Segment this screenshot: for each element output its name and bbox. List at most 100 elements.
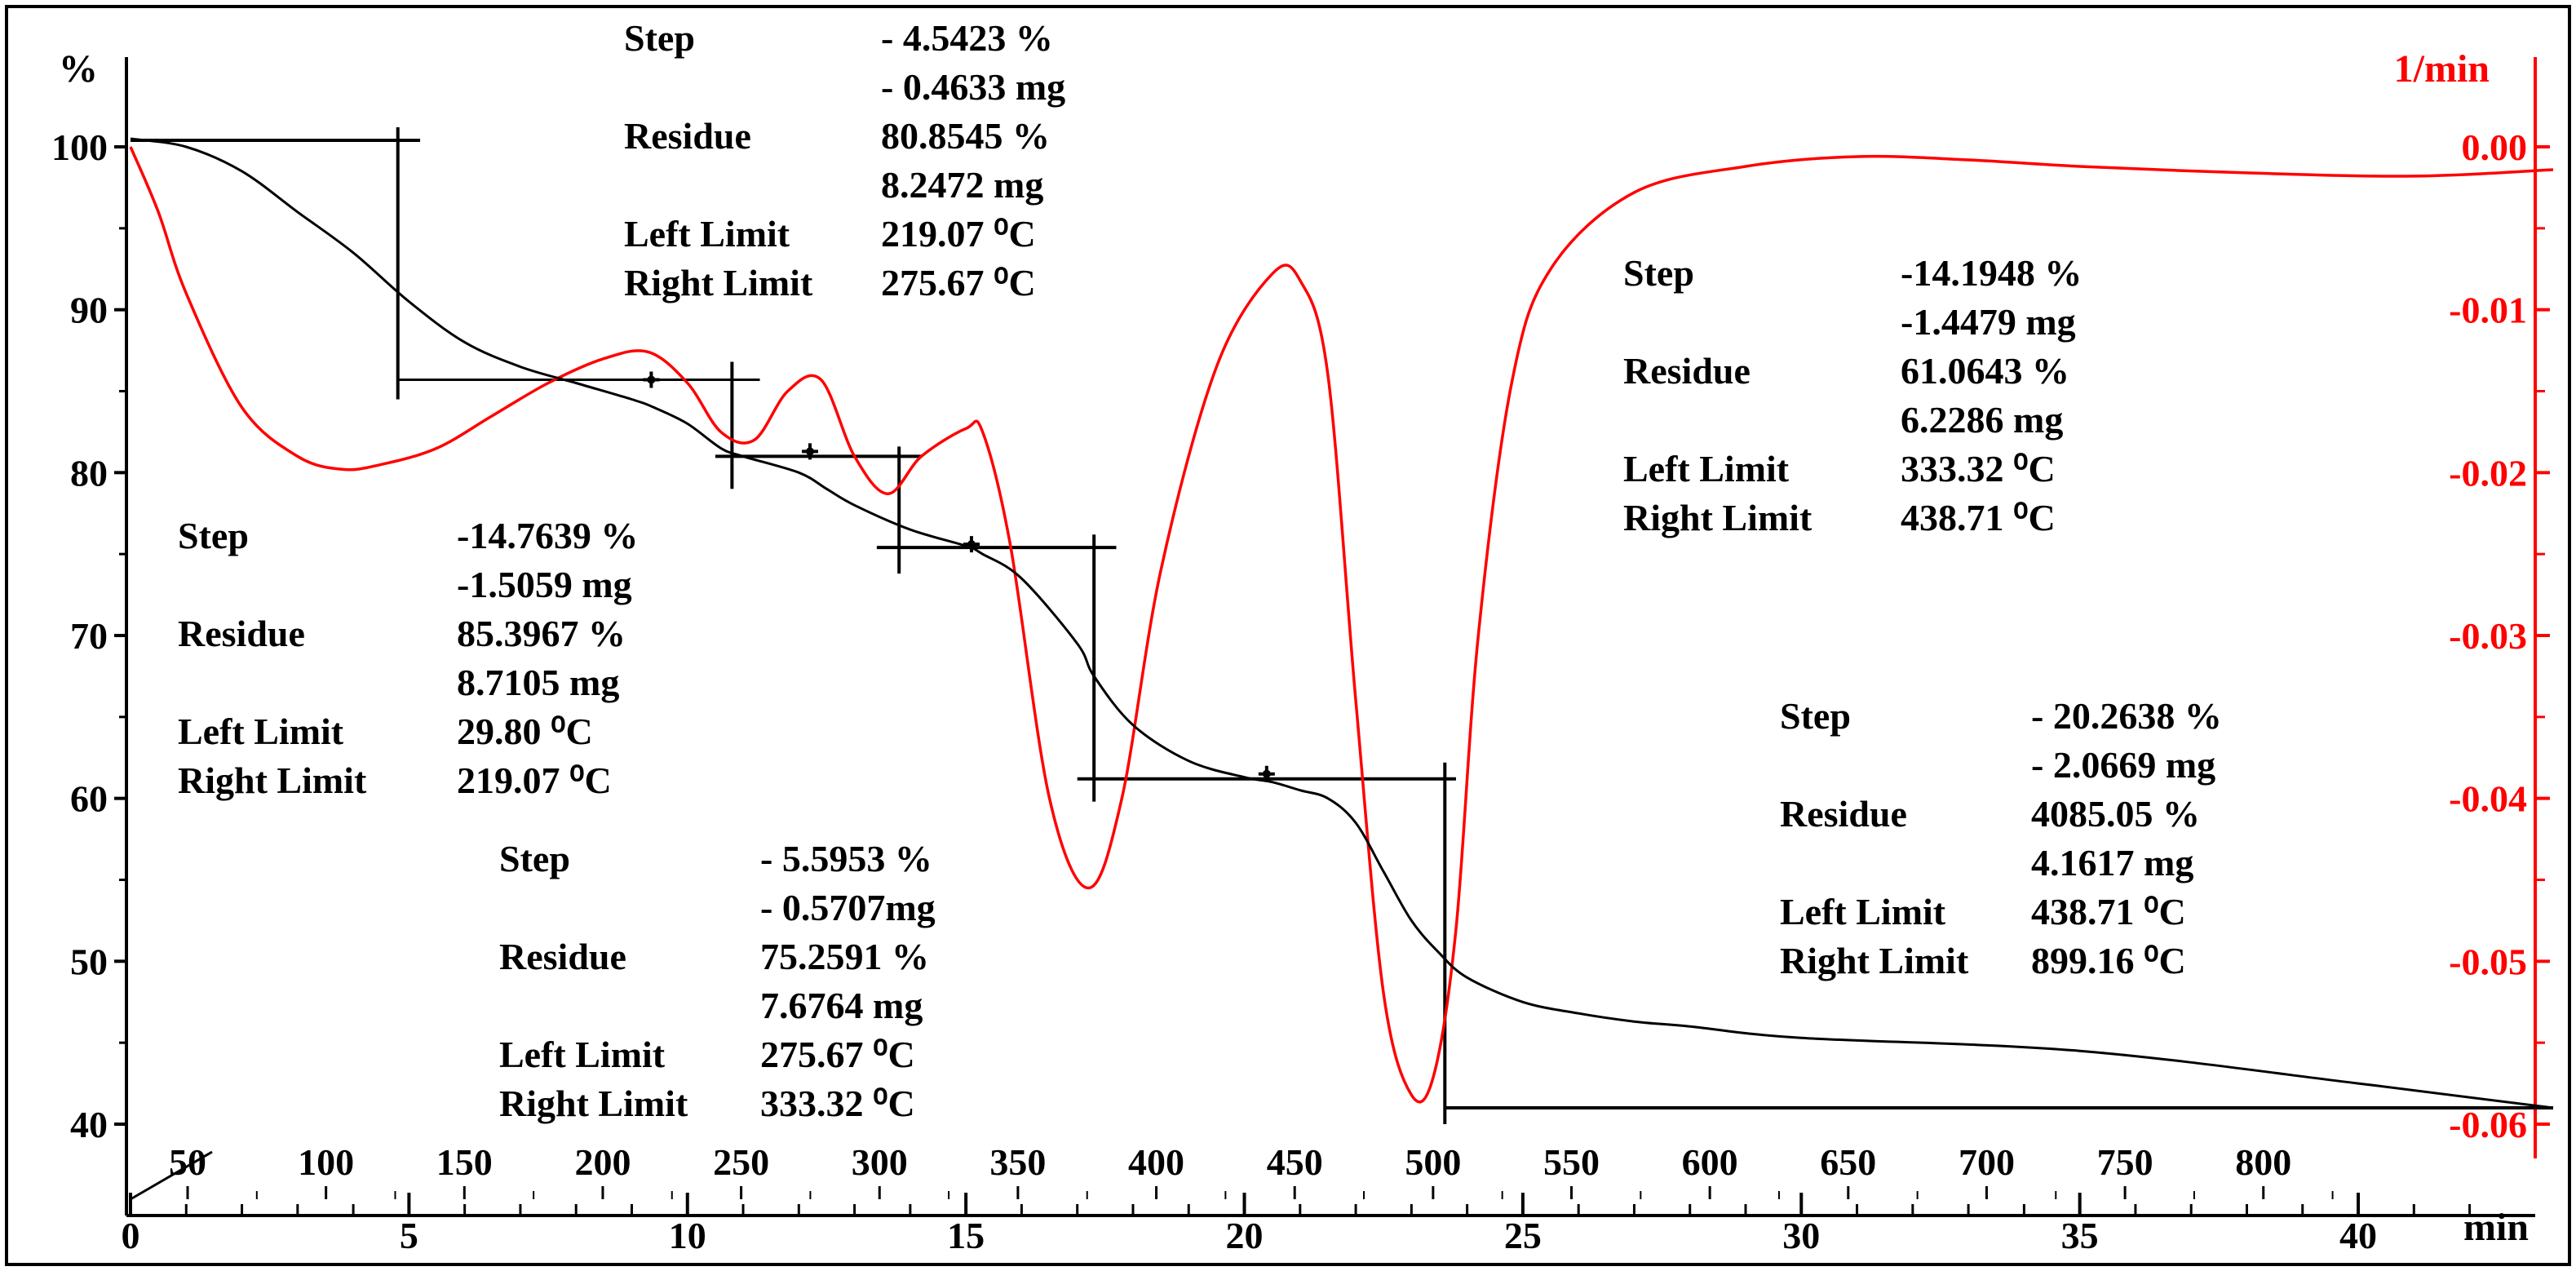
- step-point-dot: [1262, 769, 1271, 778]
- annotation-value: 275.67 ⁰C: [760, 1034, 915, 1075]
- temperature-tick-label: 50: [169, 1141, 206, 1183]
- annotation-label: Residue: [1623, 350, 1751, 392]
- annotation-label: Left Limit: [178, 711, 344, 752]
- temperature-tick-label: 300: [852, 1141, 908, 1183]
- series-group: [129, 137, 2554, 1109]
- step-markers-group: [131, 127, 2553, 1124]
- annotation-value: 4.1617 mg: [2031, 842, 2193, 884]
- annotation-label: Left Limit: [1780, 891, 1946, 932]
- temperature-tick-label: 550: [1543, 1141, 1600, 1183]
- left-axis-tick-label: 80: [70, 452, 108, 494]
- annotation-value: -14.1948 %: [1901, 252, 2082, 294]
- annotation-value: 219.07 ⁰C: [881, 213, 1036, 255]
- annotation-label: Step: [1780, 695, 1851, 737]
- time-axis-tick-label: 40: [2339, 1215, 2377, 1256]
- annotation-value: 438.71 ⁰C: [2031, 891, 2186, 932]
- time-axis-tick-label: 10: [669, 1215, 706, 1256]
- time-axis-tick-label: 30: [1782, 1215, 1820, 1256]
- annotation-value: 438.71 ⁰C: [1901, 497, 2056, 538]
- annotation-value: 219.07 ⁰C: [457, 760, 612, 801]
- time-axis-tick-label: 35: [2061, 1215, 2099, 1256]
- right-axis-tick-label: -0.01: [2449, 290, 2527, 331]
- annotations-group: Step - 4.5423 % - 0.4633 mg Residue 80.8545 …: [178, 17, 2222, 1124]
- temperature-tick-label: 400: [1128, 1141, 1184, 1183]
- annotation-label: Right Limit: [499, 1083, 688, 1124]
- temperature-tick-label: 350: [989, 1141, 1046, 1183]
- annotation-value: - 20.2638 %: [2031, 695, 2222, 737]
- annotation-label: Left Limit: [499, 1034, 666, 1075]
- annotation-value: 8.7105 mg: [457, 662, 619, 703]
- annotation-value: - 0.5707mg: [760, 887, 936, 928]
- right-axis-tick-label: -0.06: [2449, 1104, 2527, 1145]
- annotation-value: - 2.0669 mg: [2031, 744, 2215, 786]
- axes-group: %1009080706050401/min0.00-0.01-0.02-0.03…: [51, 47, 2550, 1256]
- left-axis-tick-label: 50: [70, 941, 108, 982]
- temperature-axis-mark: [130, 1150, 213, 1201]
- time-axis-tick-label: 15: [947, 1215, 985, 1256]
- temperature-tick-label: 200: [574, 1141, 631, 1183]
- right-axis-tick-label: -0.04: [2449, 778, 2527, 820]
- annotation-label: Residue: [499, 936, 626, 977]
- time-axis-tick-label: 5: [400, 1215, 418, 1256]
- time-axis-tick-label: 20: [1226, 1215, 1264, 1256]
- annotation-label: Left Limit: [624, 213, 790, 255]
- annotation-value: 275.67 ⁰C: [881, 262, 1036, 303]
- annotation-value: 333.32 ⁰C: [1901, 448, 2056, 489]
- left-axis-tick-label: 100: [51, 126, 108, 168]
- right-axis-unit: 1/min: [2394, 47, 2490, 91]
- temperature-tick-label: 250: [713, 1141, 769, 1183]
- annotation-label: Step: [624, 17, 695, 59]
- annotation-label: Residue: [1780, 793, 1907, 835]
- time-axis-tick-label: 0: [122, 1215, 140, 1256]
- annotation-label: Right Limit: [1780, 940, 1969, 981]
- temperature-tick-label: 600: [1682, 1141, 1738, 1183]
- annotation-value: 4085.05 %: [2031, 793, 2200, 835]
- chart-frame: [5, 5, 2571, 1266]
- temperature-tick-label: 500: [1405, 1141, 1461, 1183]
- temperature-tick-label: 100: [298, 1141, 354, 1183]
- annotation-value: - 4.5423 %: [881, 17, 1053, 59]
- annotation-value: -14.7639 %: [457, 515, 638, 556]
- annotation-value: 899.16 ⁰C: [2031, 940, 2186, 981]
- left-axis-tick-label: 70: [70, 615, 108, 657]
- temperature-tick-label: 700: [1959, 1141, 2015, 1183]
- annotation-value: 61.0643 %: [1901, 350, 2069, 392]
- left-axis-tick-label: 60: [70, 778, 108, 820]
- annotation-label: Residue: [624, 115, 751, 157]
- temperature-tick-label: 150: [436, 1141, 493, 1183]
- annotation-label: Residue: [178, 613, 305, 654]
- time-axis-tick-label: 25: [1504, 1215, 1542, 1256]
- right-axis-tick-label: -0.05: [2449, 941, 2527, 982]
- left-axis-tick-label: 90: [70, 290, 108, 331]
- tg-series-line: [130, 137, 2554, 1109]
- annotation-value: 85.3967 %: [457, 613, 626, 654]
- annotation-value: 7.6764 mg: [760, 985, 923, 1026]
- right-axis-tick-label: 0.00: [2462, 126, 2528, 168]
- annotation-value: 8.2472 mg: [881, 164, 1043, 206]
- temperature-tick-label: 800: [2235, 1141, 2291, 1183]
- annotation-value: 333.32 ⁰C: [760, 1083, 915, 1124]
- step-point-dot: [967, 540, 976, 549]
- annotation-label: Right Limit: [178, 760, 367, 801]
- temperature-tick-label: 750: [2097, 1141, 2153, 1183]
- annotation-value: 6.2286 mg: [1901, 399, 2063, 441]
- dtg-series-line: [129, 146, 2554, 1104]
- annotation-label: Right Limit: [1623, 497, 1812, 538]
- time-axis-unit: min: [2463, 1206, 2529, 1249]
- annotation-value: -1.4479 mg: [1901, 301, 2076, 343]
- temperature-tick-label: 450: [1267, 1141, 1323, 1183]
- right-axis-tick-label: -0.03: [2449, 615, 2527, 657]
- annotation-value: 29.80 ⁰C: [457, 711, 593, 752]
- step-point-dot: [805, 447, 814, 456]
- annotation-label: Step: [178, 515, 249, 556]
- annotation-value: 75.2591 %: [760, 936, 929, 977]
- annotation-label: Right Limit: [624, 262, 813, 303]
- annotation-label: Step: [499, 838, 570, 879]
- step-point-dot: [647, 375, 656, 384]
- annotation-label: Left Limit: [1623, 448, 1790, 489]
- left-axis-unit: %: [59, 47, 98, 91]
- right-axis-tick-label: -0.02: [2449, 452, 2527, 494]
- left-axis-tick-label: 40: [70, 1104, 108, 1145]
- annotation-value: - 0.4633 mg: [881, 66, 1065, 108]
